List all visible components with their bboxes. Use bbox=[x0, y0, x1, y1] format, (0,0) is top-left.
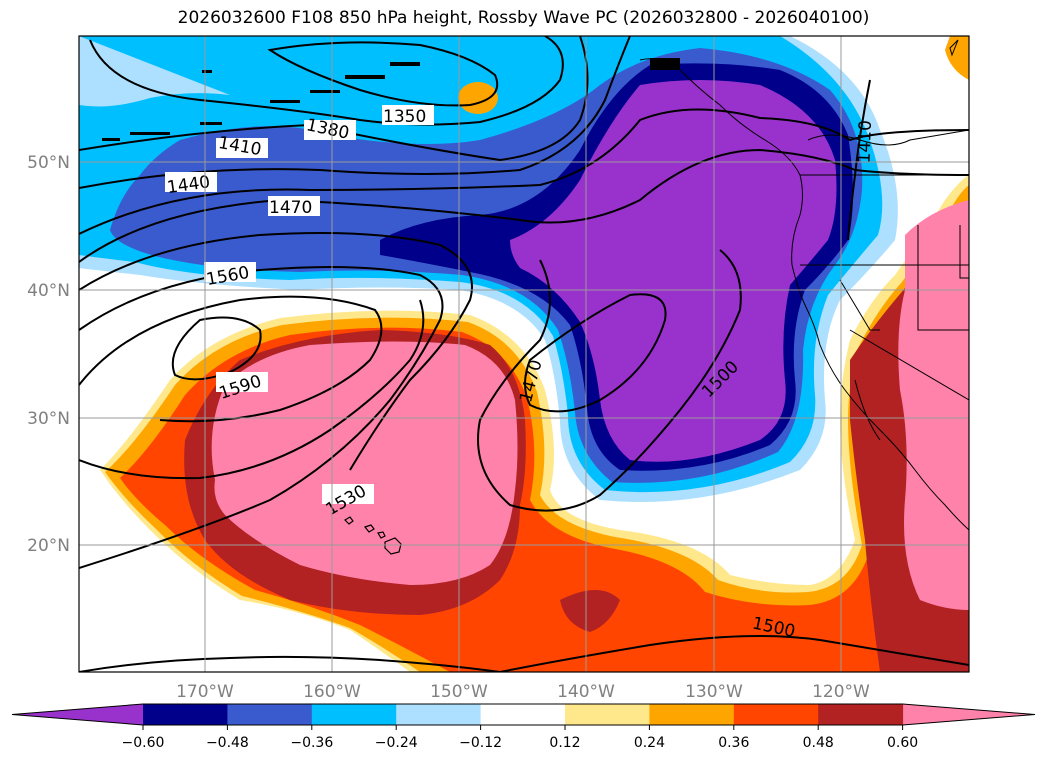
colorbar-segment bbox=[227, 704, 313, 725]
contour-label-1410-east: 1410 bbox=[855, 120, 876, 164]
colorbar-tick-label: −0.48 bbox=[206, 735, 249, 751]
lon-label-160w: 160°W bbox=[303, 682, 361, 702]
colorbar-tick-label: 0.36 bbox=[718, 735, 749, 751]
lon-label-150w: 150°W bbox=[430, 682, 488, 702]
colorbar-segment bbox=[649, 704, 735, 725]
gridlines bbox=[79, 36, 969, 672]
hawaii-islands bbox=[344, 516, 402, 555]
lon-label-170w: 170°W bbox=[176, 682, 234, 702]
colorbar-segment bbox=[311, 704, 397, 725]
contour-label-1470: 1470 bbox=[269, 198, 312, 218]
colorbar-ticks: −0.60 −0.48 −0.36 −0.24 −0.12 0.12 0.24 0.36 0.4… bbox=[122, 735, 919, 751]
colorbar-segment bbox=[818, 704, 904, 725]
colorbar-segment bbox=[565, 704, 650, 725]
contour-label-1350: 1350 bbox=[383, 107, 426, 127]
anomaly-pink bbox=[211, 341, 518, 585]
contour-labels: 1350 1380 1410 1440 1470 1560 1590 1530 … bbox=[166, 107, 876, 642]
colorbar-segment bbox=[396, 704, 482, 725]
colorbar-segment bbox=[733, 704, 819, 725]
map-frame bbox=[78, 35, 970, 673]
colorbar-tick-label: 0.48 bbox=[803, 735, 834, 751]
anomaly-pink-east bbox=[898, 200, 969, 610]
map-title: 2026032600 F108 850 hPa height, Rossby W… bbox=[177, 8, 870, 28]
map-panel: 1350 1380 1410 1440 1470 1560 1590 1530 … bbox=[79, 36, 969, 672]
colorbar-tick-label: 0.60 bbox=[887, 735, 918, 751]
lon-label-130w: 130°W bbox=[685, 682, 743, 702]
anomaly-dark-red-south bbox=[560, 590, 620, 632]
lon-labels: 170°W 160°W 150°W 140°W 130°W 120°W bbox=[176, 682, 870, 702]
colorbar-tick-label: 0.24 bbox=[634, 735, 665, 751]
colorbar-tick-label: −0.24 bbox=[375, 735, 418, 751]
lat-label-30n: 30°N bbox=[27, 409, 70, 429]
lon-label-120w: 120°W bbox=[812, 682, 870, 702]
colorbar-tick-label: −0.60 bbox=[122, 735, 165, 751]
colorbar-tick-label: −0.36 bbox=[290, 735, 333, 751]
lat-labels: 50°N 40°N 30°N 20°N bbox=[27, 153, 70, 556]
colorbar-tick-label: −0.12 bbox=[459, 735, 502, 751]
colorbar-tick-label: 0.12 bbox=[549, 735, 580, 751]
colorbar-segment bbox=[480, 704, 566, 725]
lon-label-140w: 140°W bbox=[557, 682, 615, 702]
colorbar-segment bbox=[143, 704, 228, 725]
anomaly-purple bbox=[510, 80, 837, 462]
anomaly-dark-red-se bbox=[880, 640, 969, 672]
colorbar-extend-min bbox=[12, 704, 143, 725]
lat-label-20n: 20°N bbox=[27, 536, 70, 556]
colorbar bbox=[11, 703, 1036, 730]
aleutian-islands bbox=[102, 58, 680, 141]
contour-label-bg bbox=[165, 105, 434, 504]
lat-label-40n: 40°N bbox=[27, 281, 70, 301]
colorbar-extend-max bbox=[902, 704, 1035, 725]
lat-label-50n: 50°N bbox=[27, 153, 70, 173]
anomaly-orange-north bbox=[458, 82, 498, 114]
